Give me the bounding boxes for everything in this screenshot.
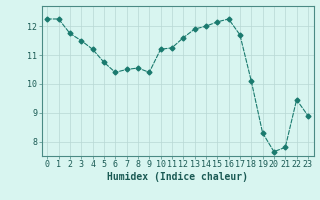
X-axis label: Humidex (Indice chaleur): Humidex (Indice chaleur) [107, 172, 248, 182]
